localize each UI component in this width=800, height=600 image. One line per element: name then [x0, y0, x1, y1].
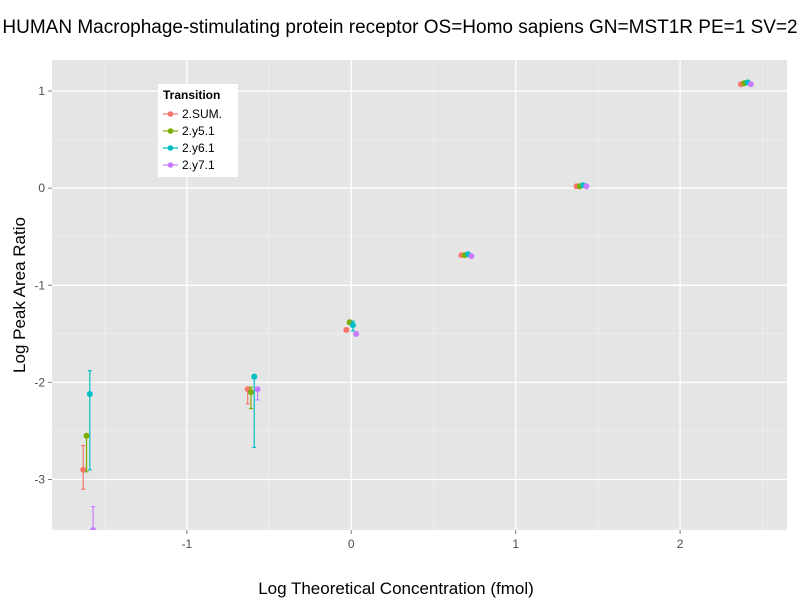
y-axis: -3 -2 -1 0 1 — [34, 84, 52, 487]
x-tick-label: 0 — [348, 537, 355, 551]
grid-minor — [52, 60, 787, 530]
legend-item: 2.y7.1 — [163, 158, 215, 172]
data-point — [468, 253, 475, 260]
x-tick-label: -1 — [181, 537, 192, 551]
x-axis-title: Log Theoretical Concentration (fmol) — [258, 579, 534, 598]
legend-item: 2.y5.1 — [163, 124, 215, 138]
legend-key-point — [167, 145, 174, 151]
legend-title: Transition — [163, 88, 220, 102]
series-4 — [90, 81, 754, 530]
data-point — [343, 326, 350, 333]
legend-item: 2.y6.1 — [163, 141, 215, 155]
legend-item: 2.SUM. — [163, 107, 222, 121]
y-tick-label: 0 — [38, 181, 45, 195]
legend-key-point — [167, 162, 174, 168]
data-point — [251, 373, 258, 380]
y-tick-label: -3 — [34, 473, 45, 487]
legend-label: 2.SUM. — [182, 107, 222, 121]
legend-label: 2.y5.1 — [182, 124, 215, 138]
data-point — [90, 527, 97, 530]
data-point — [583, 183, 590, 190]
legend-label: 2.y7.1 — [182, 158, 215, 172]
legend-label: 2.y6.1 — [182, 141, 215, 155]
y-axis-title: Log Peak Area Ratio — [10, 217, 29, 373]
data-point — [747, 81, 754, 88]
data-marks — [80, 79, 754, 530]
data-point — [349, 322, 356, 329]
data-point — [353, 330, 360, 337]
legend-key-point — [167, 111, 174, 117]
y-tick-label: -1 — [34, 278, 45, 292]
y-tick-label: -2 — [34, 375, 45, 389]
x-axis: -1 0 1 2 — [181, 530, 684, 551]
x-tick-label: 2 — [677, 537, 684, 551]
data-point — [247, 389, 254, 396]
data-point — [86, 391, 93, 398]
chart-title: HUMAN Macrophage-stimulating protein rec… — [2, 17, 797, 38]
data-point — [83, 432, 90, 439]
x-tick-label: 1 — [512, 537, 519, 551]
legend: Transition 2.SUM. 2.y5.1 2.y6.1 2.y7.1 — [158, 84, 238, 177]
legend-key-point — [167, 128, 174, 134]
data-point — [254, 386, 261, 393]
y-tick-label: 1 — [38, 84, 45, 98]
